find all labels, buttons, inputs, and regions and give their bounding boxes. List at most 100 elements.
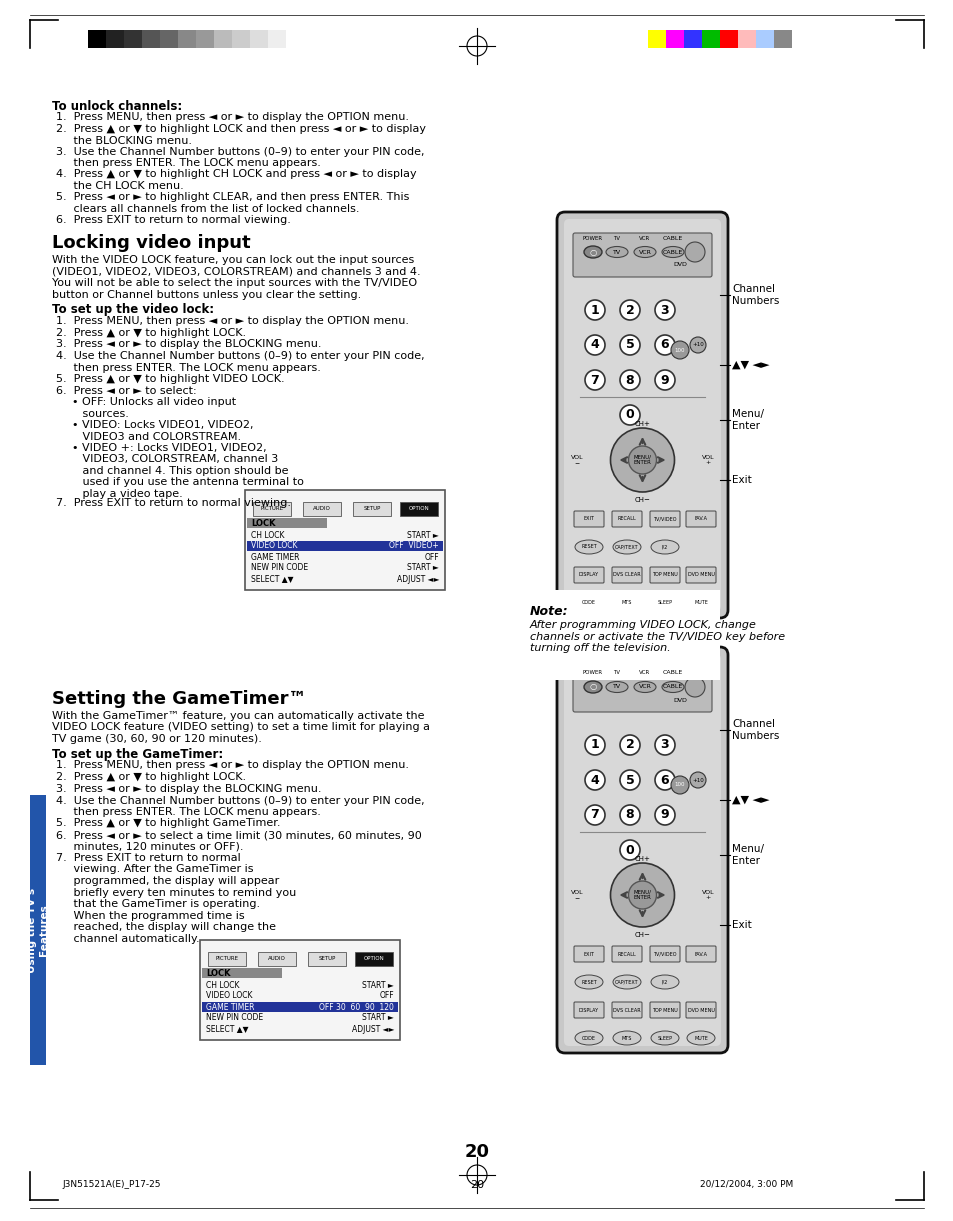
Text: • VIDEO: Locks VIDEO1, VIDEO2,
   VIDEO3 and COLORSTREAM.: • VIDEO: Locks VIDEO1, VIDEO2, VIDEO3 an… — [71, 420, 253, 442]
Text: To set up the GameTimer:: To set up the GameTimer: — [52, 748, 223, 761]
Text: AUDIO: AUDIO — [313, 507, 331, 512]
Text: I/2: I/2 — [661, 545, 667, 549]
Text: 1.  Press MENU, then press ◄ or ► to display the OPTION menu.: 1. Press MENU, then press ◄ or ► to disp… — [56, 761, 409, 770]
Text: PICTURE: PICTURE — [260, 507, 283, 512]
Text: OPTION: OPTION — [408, 507, 429, 512]
Bar — [88, 31, 106, 48]
Text: 1: 1 — [590, 739, 598, 751]
Text: 3.  Use the Channel Number buttons (0–9) to enter your PIN code,
     then press: 3. Use the Channel Number buttons (0–9) … — [56, 147, 424, 168]
Bar — [268, 31, 286, 48]
Text: Channel
Numbers: Channel Numbers — [731, 284, 779, 305]
Bar — [303, 502, 340, 516]
Text: Menu/
Enter: Menu/ Enter — [731, 409, 763, 431]
Bar — [755, 31, 773, 48]
Circle shape — [655, 805, 675, 825]
Text: LOCK: LOCK — [206, 968, 231, 978]
Bar — [665, 31, 683, 48]
Text: 3.  Press ◄ or ► to display the BLOCKING menu.: 3. Press ◄ or ► to display the BLOCKING … — [56, 784, 321, 794]
Text: EXIT: EXIT — [583, 951, 594, 956]
Circle shape — [584, 735, 604, 755]
Circle shape — [619, 300, 639, 320]
Text: 1: 1 — [590, 304, 598, 316]
Text: PICTURE: PICTURE — [215, 956, 238, 961]
FancyBboxPatch shape — [563, 654, 720, 1046]
Bar — [213, 31, 232, 48]
Bar — [232, 31, 250, 48]
Text: • VIDEO +: Locks VIDEO1, VIDEO2,
   VIDEO3, COLORSTREAM, channel 3
   and channe: • VIDEO +: Locks VIDEO1, VIDEO2, VIDEO3,… — [71, 442, 304, 499]
Text: VOL
+: VOL + — [701, 890, 714, 900]
Text: 2.  Press ▲ or ▼ to highlight LOCK.: 2. Press ▲ or ▼ to highlight LOCK. — [56, 772, 246, 783]
FancyBboxPatch shape — [574, 512, 603, 527]
Text: SLEEP: SLEEP — [657, 601, 672, 606]
Circle shape — [628, 446, 656, 474]
Bar — [399, 502, 437, 516]
Text: CODE: CODE — [581, 1035, 596, 1040]
Text: 4.  Use the Channel Number buttons (0–9) to enter your PIN code,
     then press: 4. Use the Channel Number buttons (0–9) … — [56, 796, 424, 817]
Text: OFF: OFF — [424, 552, 438, 562]
Text: VOL
−: VOL − — [570, 454, 582, 465]
Bar — [202, 1002, 397, 1012]
Text: 2.  Press ▲ or ▼ to highlight LOCK.: 2. Press ▲ or ▼ to highlight LOCK. — [56, 327, 246, 337]
Text: CABLE: CABLE — [662, 670, 682, 675]
Text: TOP MENU: TOP MENU — [652, 1007, 678, 1012]
Ellipse shape — [634, 247, 656, 258]
Text: 0: 0 — [625, 844, 634, 856]
Text: VCR: VCR — [638, 685, 651, 690]
Ellipse shape — [650, 1031, 679, 1045]
Text: 0: 0 — [625, 409, 634, 421]
Text: 4: 4 — [590, 338, 598, 352]
Text: CH−: CH− — [634, 497, 650, 503]
Text: 7.  Press EXIT to return to normal
     viewing. After the GameTimer is
     pro: 7. Press EXIT to return to normal viewin… — [56, 852, 296, 944]
Text: J3N51521A(E)_P17-25: J3N51521A(E)_P17-25 — [62, 1179, 160, 1189]
FancyBboxPatch shape — [685, 512, 716, 527]
Text: 4: 4 — [590, 773, 598, 786]
Ellipse shape — [613, 596, 640, 610]
Text: OFF 30  60  90  120: OFF 30 60 90 120 — [319, 1002, 394, 1011]
Text: CABLE: CABLE — [662, 249, 682, 254]
Bar — [720, 31, 738, 48]
FancyBboxPatch shape — [612, 1002, 641, 1018]
Text: With the VIDEO LOCK feature, you can lock out the input sources
(VIDEO1, VIDEO2,: With the VIDEO LOCK feature, you can loc… — [52, 255, 420, 300]
Ellipse shape — [661, 247, 683, 258]
Text: 1.  Press MENU, then press ◄ or ► to display the OPTION menu.: 1. Press MENU, then press ◄ or ► to disp… — [56, 316, 409, 326]
Text: 20: 20 — [470, 1179, 483, 1190]
Text: Exit: Exit — [731, 475, 751, 485]
Text: POWER: POWER — [582, 670, 602, 675]
Bar — [245, 490, 444, 590]
Text: +10: +10 — [691, 778, 703, 783]
Text: 20: 20 — [464, 1143, 489, 1161]
Ellipse shape — [613, 976, 640, 989]
Text: SETUP: SETUP — [363, 507, 380, 512]
Text: CH+: CH+ — [634, 856, 650, 862]
Circle shape — [619, 405, 639, 425]
FancyBboxPatch shape — [563, 219, 720, 610]
Text: Locking video input: Locking video input — [52, 234, 251, 253]
Text: TV/VIDEO: TV/VIDEO — [653, 516, 676, 521]
Text: CH LOCK: CH LOCK — [251, 530, 284, 540]
Text: ADJUST ◄►: ADJUST ◄► — [396, 575, 438, 584]
FancyBboxPatch shape — [649, 567, 679, 582]
Text: 1.  Press MENU, then press ◄ or ► to display the OPTION menu.: 1. Press MENU, then press ◄ or ► to disp… — [56, 112, 409, 122]
Circle shape — [655, 370, 675, 389]
Text: VIDEO LOCK: VIDEO LOCK — [206, 991, 253, 1000]
Bar — [530, 590, 720, 680]
Text: 6.  Press ◄ or ► to select a time limit (30 minutes, 60 minutes, 90
     minutes: 6. Press ◄ or ► to select a time limit (… — [56, 830, 421, 852]
Text: CAP/TEXT: CAP/TEXT — [615, 545, 639, 549]
Text: DVS CLEAR: DVS CLEAR — [613, 1007, 640, 1012]
Circle shape — [655, 770, 675, 790]
Circle shape — [610, 429, 674, 492]
Bar — [30, 795, 46, 1065]
Bar — [738, 31, 755, 48]
Text: SLEEP: SLEEP — [657, 1035, 672, 1040]
Text: DVS CLEAR: DVS CLEAR — [613, 573, 640, 578]
Text: VCR: VCR — [638, 249, 651, 254]
Text: DVD: DVD — [673, 263, 686, 267]
Bar — [106, 31, 124, 48]
Text: RECALL: RECALL — [617, 516, 636, 521]
Text: MTS: MTS — [621, 1035, 632, 1040]
Text: CABLE: CABLE — [662, 685, 682, 690]
Circle shape — [619, 735, 639, 755]
Ellipse shape — [613, 1031, 640, 1045]
Circle shape — [584, 335, 604, 355]
Circle shape — [684, 242, 704, 263]
